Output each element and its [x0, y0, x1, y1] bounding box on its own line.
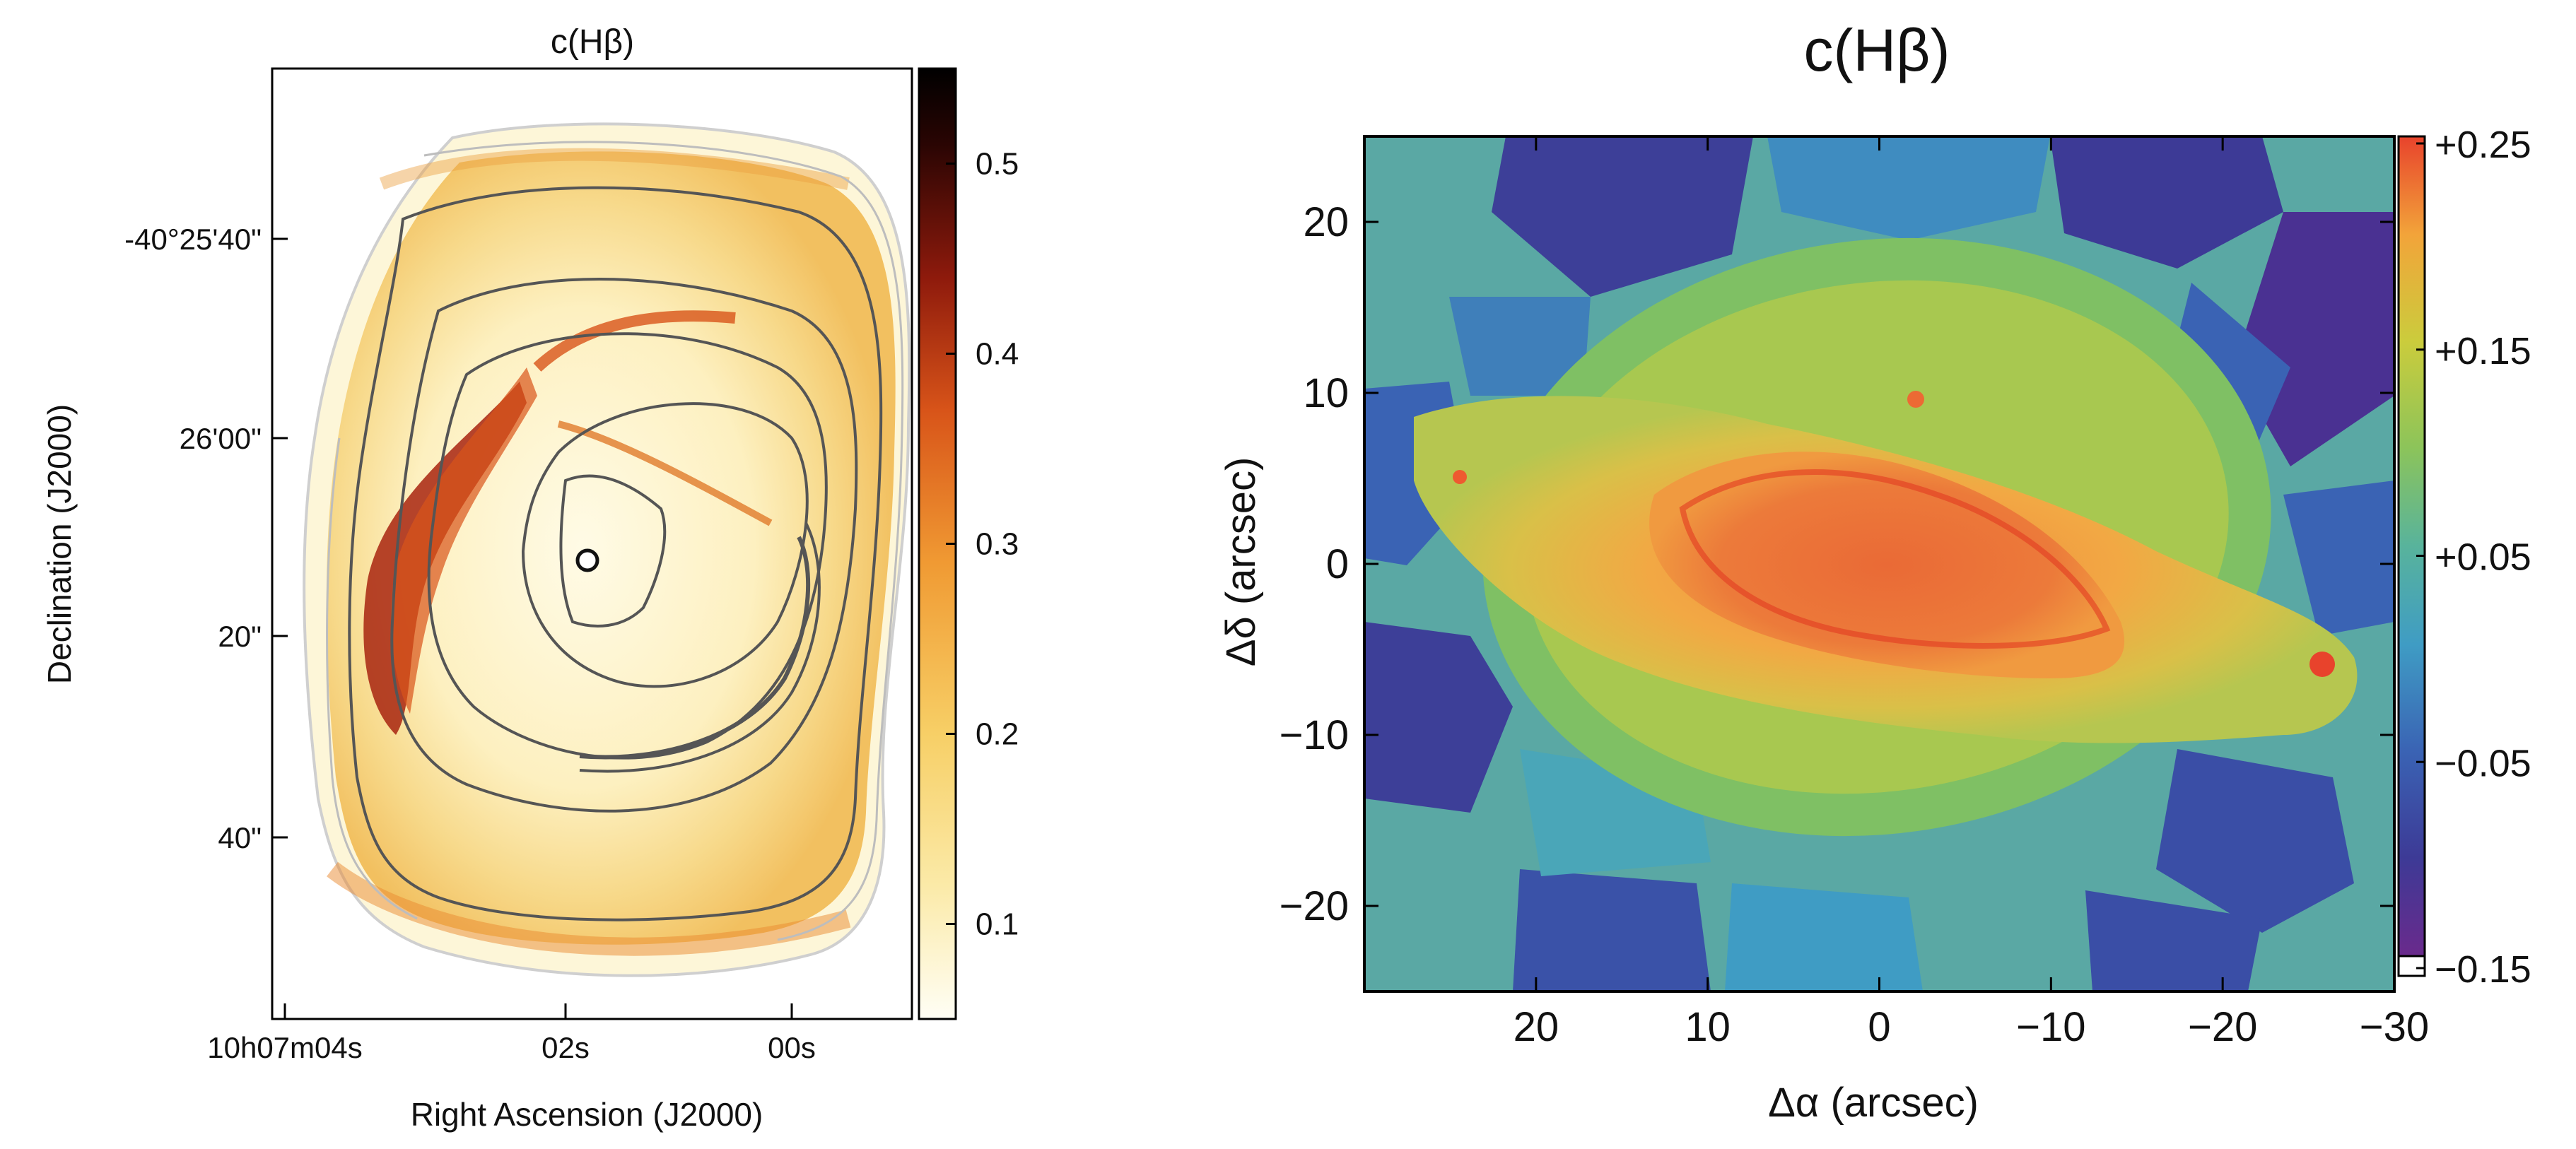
right-colorbar-tick-label: −0.05 — [2435, 742, 2531, 784]
right-y-tick-label: −20 — [1280, 883, 1349, 929]
right-chart: c(Hβ) — [1218, 17, 2531, 1126]
right-x-tick-label: 0 — [1868, 1004, 1890, 1050]
left-chart-title: c(Hβ) — [551, 23, 634, 61]
right-axes: 20 10 0 −10 −20 −30 20 10 0 −10 −20 — [1280, 136, 2429, 1050]
right-x-tick-label: −30 — [2360, 1004, 2429, 1050]
right-colorbar-nan-swatch — [2397, 955, 2426, 977]
right-colorbar-ticks: +0.25 +0.15 +0.05 −0.05 −0.15 — [2416, 124, 2531, 991]
left-x-axis-label: Right Ascension (J2000) — [411, 1096, 763, 1133]
left-x-tick-label: 10h07m04s — [207, 1031, 363, 1064]
right-colorbar-tick-label: +0.25 — [2435, 124, 2531, 166]
right-y-tick-label: 10 — [1303, 370, 1349, 416]
left-y-tick-label: 20" — [218, 620, 262, 653]
right-x-axis-label: Δα (arcsec) — [1768, 1080, 1979, 1126]
left-colorbar-ticks: 0.1 0.2 0.3 0.4 0.5 — [946, 147, 1019, 942]
left-y-tick-label: -40°25'40" — [124, 223, 262, 256]
left-colorbar-tick-label: 0.1 — [976, 907, 1019, 942]
right-x-tick-label: −10 — [2016, 1004, 2085, 1050]
right-x-tick-label: −20 — [2188, 1004, 2257, 1050]
left-y-tick-label: 40" — [218, 821, 262, 854]
right-x-tick-label: 10 — [1685, 1004, 1731, 1050]
right-colorbar-tick-label: +0.05 — [2435, 536, 2531, 579]
left-x-tick-label: 00s — [768, 1031, 816, 1064]
left-y-tick-label: 26'00" — [180, 422, 262, 455]
right-map-image — [1364, 136, 2394, 991]
left-colorbar-tick-label: 0.3 — [976, 527, 1019, 562]
right-y-axis-label: Δδ (arcsec) — [1218, 457, 1264, 667]
left-chart: c(Hβ) — [41, 23, 1019, 1133]
right-colorbar-tick-label: +0.15 — [2435, 330, 2531, 372]
right-y-tick-label: −10 — [1280, 712, 1349, 758]
left-axis-ticks — [272, 237, 793, 1019]
left-colorbar-tick-label: 0.4 — [976, 337, 1019, 372]
right-x-tick-label: 20 — [1514, 1004, 1559, 1050]
right-chart-title: c(Hβ) — [1804, 17, 1950, 83]
left-x-tick-label: 02s — [541, 1031, 590, 1064]
left-y-axis-label: Declination (J2000) — [41, 404, 78, 684]
left-map-image — [303, 122, 911, 977]
right-y-tick-label: 20 — [1303, 199, 1349, 245]
right-y-tick-label: 0 — [1326, 541, 1349, 587]
right-colorbar-tick-label: −0.15 — [2435, 948, 2531, 991]
left-colorbar-tick-label: 0.2 — [976, 717, 1019, 752]
right-colorbar — [2397, 135, 2426, 958]
left-colorbar-tick-label: 0.5 — [976, 147, 1019, 182]
